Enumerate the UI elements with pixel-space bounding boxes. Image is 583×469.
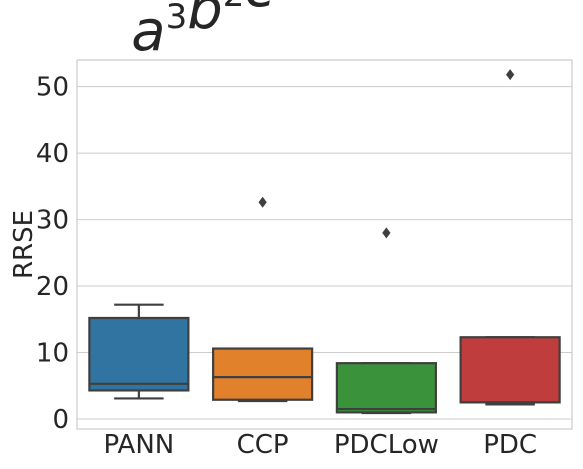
box-body bbox=[335, 362, 437, 414]
box-ccp bbox=[212, 196, 314, 403]
chart-title: a3b2c2d3 − e5f5 bbox=[131, 0, 521, 64]
y-tick-label: 10 bbox=[36, 339, 69, 369]
box-pann bbox=[88, 303, 190, 400]
y-axis-label: RRSE bbox=[9, 210, 39, 279]
box-pdclow bbox=[335, 227, 437, 415]
box-body bbox=[212, 347, 314, 401]
y-axis-ticks: 0 10 20 30 40 50 bbox=[36, 73, 69, 435]
box-pdc bbox=[459, 69, 561, 406]
y-tick-label: 30 bbox=[36, 206, 69, 236]
box-series bbox=[88, 69, 561, 415]
x-tick-label: PDC bbox=[483, 430, 537, 460]
plot-frame bbox=[76, 59, 573, 430]
box-body bbox=[88, 316, 190, 392]
x-tick-label: PANN bbox=[104, 430, 175, 460]
outlier-point bbox=[506, 69, 515, 81]
y-tick-label: 20 bbox=[36, 272, 69, 302]
y-tick-label: 40 bbox=[36, 139, 69, 169]
outlier-point bbox=[258, 196, 267, 208]
outlier-point bbox=[382, 227, 391, 239]
x-tick-label: PDCLow bbox=[334, 430, 439, 460]
y-tick-label: 0 bbox=[52, 405, 69, 435]
x-tick-label: CCP bbox=[237, 430, 289, 460]
x-axis-ticks: PANN CCP PDCLow PDC bbox=[104, 430, 538, 460]
y-tick-label: 50 bbox=[36, 73, 69, 103]
box-body bbox=[459, 336, 561, 404]
